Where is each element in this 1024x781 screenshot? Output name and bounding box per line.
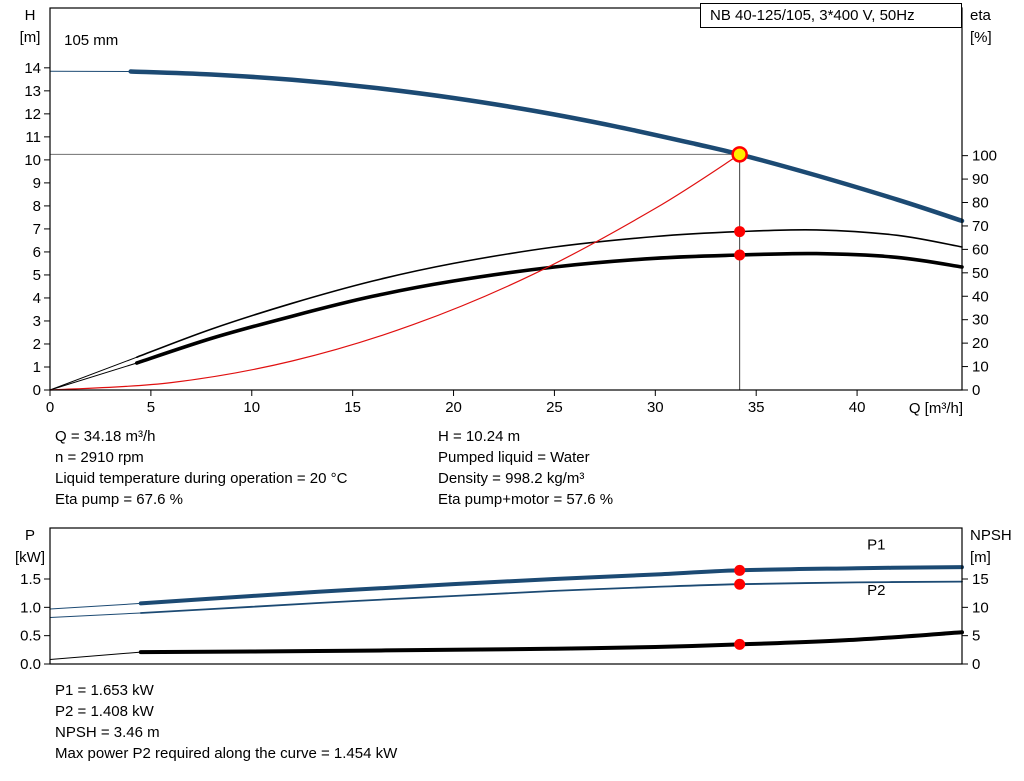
eta-pump-motor-curve [135,251,964,365]
y-tick-label: 10 [972,599,989,616]
curve-label-105-mm: 105 mm [64,32,118,49]
NPSH-curve [138,630,964,655]
x-tick-label: 10 [243,399,260,416]
P2-point [734,578,746,590]
right-axis-unit: [m] [970,549,991,566]
y-tick-label: 11 [25,129,41,146]
plot-frame [49,7,963,391]
y-tick-label: 80 [972,195,989,212]
P2-curve-lead [49,612,141,618]
eta-pump-point [734,226,746,238]
y-tick-label: 2 [33,336,41,353]
hq-eta-chart: 0 5 10 15 20 25 30 35 4001234567891011121314H[m]… [20,7,997,417]
result-p2: P2 = 1.408 kW [55,703,154,720]
left-axis-unit: [kW] [15,549,45,566]
y-tick-label: 15 [972,571,989,588]
left-axis-unit: [m] [20,29,41,46]
eta-pump-motor-point [734,249,746,261]
x-tick-label: 5 [147,399,155,416]
y-tick-label: 90 [972,171,989,188]
x-tick-label: 40 [849,399,866,416]
y-tick-label: 0.0 [20,656,41,673]
y-tick-label: 4 [33,290,41,307]
y-tick-label: 1.0 [20,599,41,616]
duty-results-left: Q = 34.18 m³/h n = 2910 rpm Liquid tempe… [55,426,347,510]
P1-curve [138,565,964,606]
result-eta-pump-motor: Eta pump+motor = 57.6 % [438,491,614,508]
result-npsh: NPSH = 3.46 m [55,724,160,741]
eta-pump-curve-lead [49,356,137,391]
result-liquid-temperature: Liquid temperature during operation = 20… [55,470,348,487]
y-tick-label: 30 [972,312,989,329]
y-tick-label: 12 [24,106,41,123]
y-tick-label: 9 [33,175,41,192]
result-density: Density = 998.2 kg/m³ [438,470,585,487]
eta-pump-curve [136,228,963,358]
y-tick-label: 70 [972,218,989,235]
y-tick-label: 100 [972,148,997,165]
y-tick-label: 5 [33,267,41,284]
right-axis-label: NPSH [970,527,1012,544]
eta-pump-motor-curve-lead [49,362,137,391]
y-tick-label: 7 [33,221,41,238]
y-tick-label: 0 [33,382,41,399]
x-tick-label: 15 [344,399,361,416]
y-tick-label: 20 [972,335,989,352]
y-tick-label: 0 [972,656,980,673]
left-axis-label: P [25,527,35,544]
curve-label-P2: P2 [867,582,885,599]
y-tick-label: 3 [33,313,41,330]
power-results: P1 = 1.653 kW P2 = 1.408 kW NPSH = 3.46 … [55,680,397,764]
pump-title-box: NB 40-125/105, 3*400 V, 50Hz [700,3,962,28]
y-tick-label: 60 [972,241,989,258]
left-axis-label: H [25,7,36,24]
y-tick-label: 50 [972,265,989,282]
result-max-p2: Max power P2 required along the curve = … [55,745,398,762]
duty-point[interactable] [731,146,748,163]
y-tick-label: 6 [33,244,41,261]
head-curve-105mm [128,69,965,224]
y-tick-label: 8 [33,198,41,215]
NPSH-curve-lead [49,651,141,660]
result-speed: n = 2910 rpm [55,449,144,466]
result-eta-pump: Eta pump = 67.6 % [55,491,183,508]
curve-label-P1: P1 [867,537,885,554]
y-tick-label: 1.5 [20,571,41,588]
y-tick-label: 14 [24,60,41,77]
y-tick-label: 1 [33,359,41,376]
y-tick-label: 10 [24,152,41,169]
result-flow: Q = 34.18 m³/h [55,428,156,445]
y-tick-label: 0.5 [20,628,41,645]
x-tick-label: 0 [46,399,54,416]
power-npsh-chart: 0.0 0.5 1.0 1.5 P [kW] 0 5 10 15 NPSH [m] P1 P2 [15,527,1012,673]
plot-frame [49,527,963,665]
x-tick-label: 30 [647,399,664,416]
y-tick-label: 13 [24,83,41,100]
result-head: H = 10.24 m [438,428,521,445]
x-axis-label: Q [m³/h] [909,400,963,417]
P1-point [734,564,746,576]
y-tick-label: 0 [972,382,980,399]
P2-curve [139,580,963,614]
system-curve [49,153,741,391]
result-pumped-liquid: Pumped liquid = Water [438,449,590,466]
x-tick-label: 35 [748,399,765,416]
y-tick-label: 10 [972,359,989,376]
duty-results-right: H = 10.24 m Pumped liquid = Water Densit… [438,426,613,510]
y-tick-label: 5 [972,628,980,645]
result-p1: P1 = 1.653 kW [55,682,154,699]
y-tick-label: 40 [972,288,989,305]
right-axis-label: eta [970,7,992,24]
right-axis-unit: [%] [970,29,992,46]
P1-curve-lead [49,602,141,610]
NPSH-point [734,638,746,650]
x-tick-label: 20 [445,399,462,416]
x-tick-label: 25 [546,399,563,416]
